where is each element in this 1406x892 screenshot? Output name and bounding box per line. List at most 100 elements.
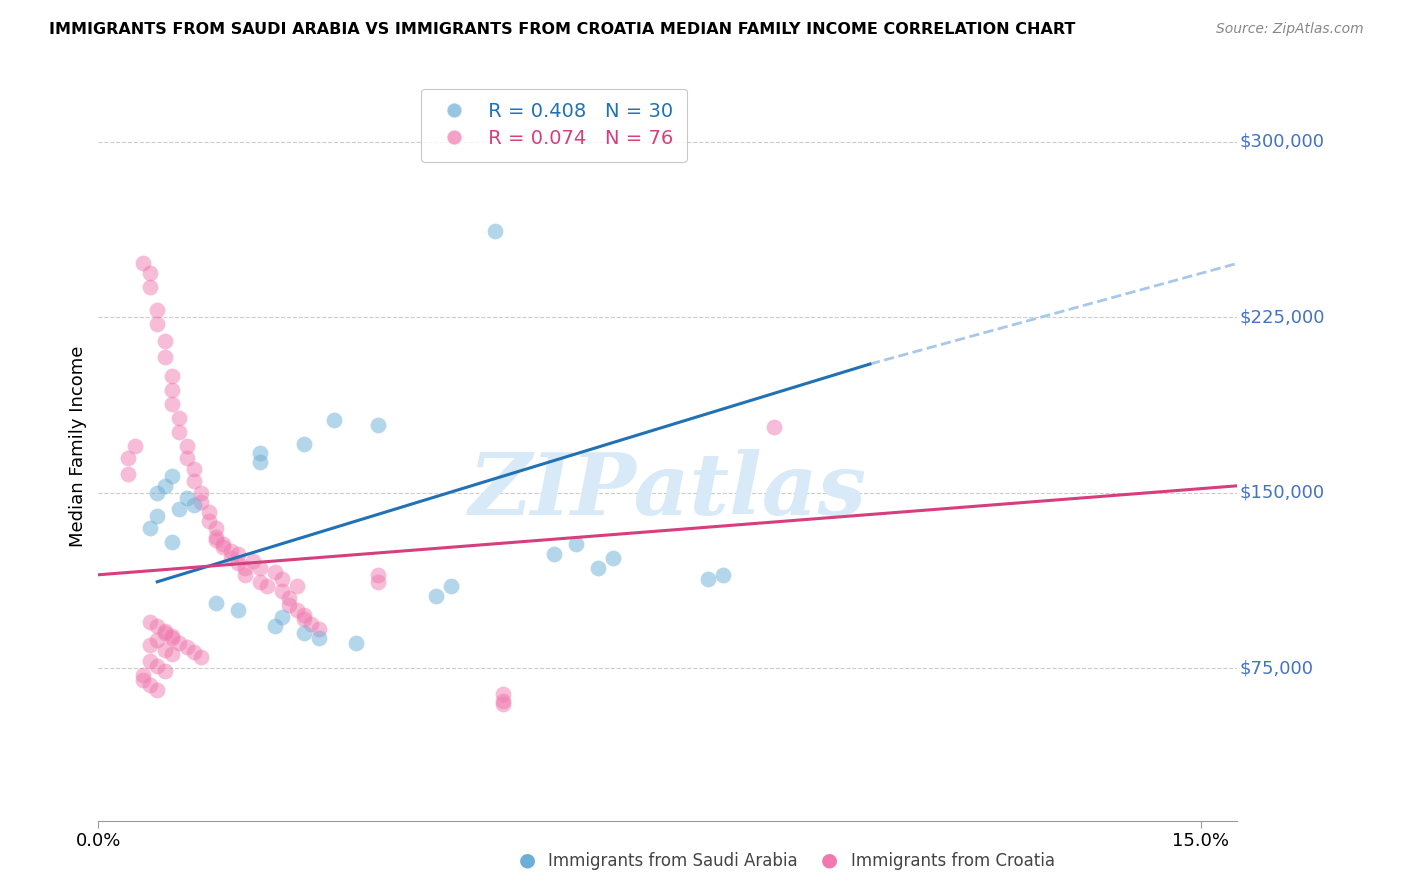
Point: [285, 603, 308, 617]
Point: [602, 551, 624, 566]
Point: [131, 673, 153, 688]
Point: [153, 350, 176, 364]
Text: Source: ZipAtlas.com: Source: ZipAtlas.com: [1216, 22, 1364, 37]
Point: [160, 469, 183, 483]
Point: [153, 479, 176, 493]
Point: [190, 649, 212, 664]
Point: [146, 659, 169, 673]
Point: [484, 224, 506, 238]
Point: [367, 417, 389, 432]
Point: [131, 256, 153, 270]
Point: [367, 574, 389, 589]
Point: [292, 612, 315, 626]
Point: [278, 591, 301, 606]
Point: [697, 573, 720, 587]
Text: Immigrants from Croatia: Immigrants from Croatia: [851, 852, 1054, 870]
Point: [176, 640, 198, 655]
Point: [197, 505, 219, 519]
Point: [146, 633, 169, 648]
Point: [153, 626, 176, 640]
Point: [263, 566, 285, 580]
Point: [212, 540, 235, 554]
Y-axis label: Median Family Income: Median Family Income: [69, 345, 87, 547]
Point: [256, 580, 278, 594]
Point: [249, 574, 271, 589]
Legend:  R = 0.408   N = 30,  R = 0.074   N = 76: R = 0.408 N = 30, R = 0.074 N = 76: [422, 88, 686, 161]
Point: [183, 474, 205, 488]
Point: [249, 446, 271, 460]
Point: [249, 455, 271, 469]
Point: [117, 467, 139, 482]
Point: [226, 603, 249, 617]
Text: ●: ●: [821, 851, 838, 870]
Point: [205, 521, 228, 535]
Point: [263, 619, 285, 633]
Point: [160, 368, 183, 383]
Point: [285, 580, 308, 594]
Point: [271, 573, 294, 587]
Point: [146, 682, 169, 697]
Point: [322, 413, 344, 427]
Text: $75,000: $75,000: [1240, 659, 1313, 677]
Text: ●: ●: [519, 851, 536, 870]
Point: [292, 607, 315, 622]
Point: [139, 615, 162, 629]
Point: [212, 537, 235, 551]
Text: Immigrants from Saudi Arabia: Immigrants from Saudi Arabia: [548, 852, 799, 870]
Point: [183, 498, 205, 512]
Point: [117, 450, 139, 465]
Point: [190, 485, 212, 500]
Point: [367, 567, 389, 582]
Point: [292, 436, 315, 450]
Point: [763, 420, 786, 434]
Point: [176, 491, 198, 505]
Point: [491, 694, 513, 708]
Point: [176, 450, 198, 465]
Point: [242, 554, 264, 568]
Point: [205, 530, 228, 544]
Point: [167, 410, 190, 425]
Point: [153, 624, 176, 638]
Point: [344, 636, 367, 650]
Point: [160, 535, 183, 549]
Point: [124, 439, 146, 453]
Point: [146, 509, 169, 524]
Point: [190, 495, 212, 509]
Point: [565, 537, 588, 551]
Point: [167, 636, 190, 650]
Point: [292, 626, 315, 640]
Point: [197, 514, 219, 528]
Text: $225,000: $225,000: [1240, 309, 1324, 326]
Point: [278, 599, 301, 613]
Point: [308, 631, 330, 645]
Point: [271, 610, 294, 624]
Point: [219, 551, 242, 566]
Point: [167, 425, 190, 439]
Point: [146, 303, 169, 318]
Point: [139, 521, 162, 535]
Point: [235, 561, 257, 575]
Point: [183, 462, 205, 476]
Point: [176, 439, 198, 453]
Point: [425, 589, 447, 603]
Point: [146, 318, 169, 332]
Point: [301, 617, 323, 632]
Point: [543, 547, 565, 561]
Point: [226, 547, 249, 561]
Point: [205, 596, 228, 610]
Point: [146, 619, 169, 633]
Point: [271, 584, 294, 599]
Point: [139, 678, 162, 692]
Point: [491, 687, 513, 701]
Point: [153, 664, 176, 678]
Text: IMMIGRANTS FROM SAUDI ARABIA VS IMMIGRANTS FROM CROATIA MEDIAN FAMILY INCOME COR: IMMIGRANTS FROM SAUDI ARABIA VS IMMIGRAN…: [49, 22, 1076, 37]
Point: [160, 648, 183, 662]
Point: [139, 655, 162, 669]
Point: [235, 567, 257, 582]
Point: [219, 544, 242, 558]
Point: [249, 561, 271, 575]
Point: [139, 266, 162, 280]
Text: ZIPatlas: ZIPatlas: [468, 450, 868, 533]
Point: [183, 645, 205, 659]
Point: [153, 334, 176, 348]
